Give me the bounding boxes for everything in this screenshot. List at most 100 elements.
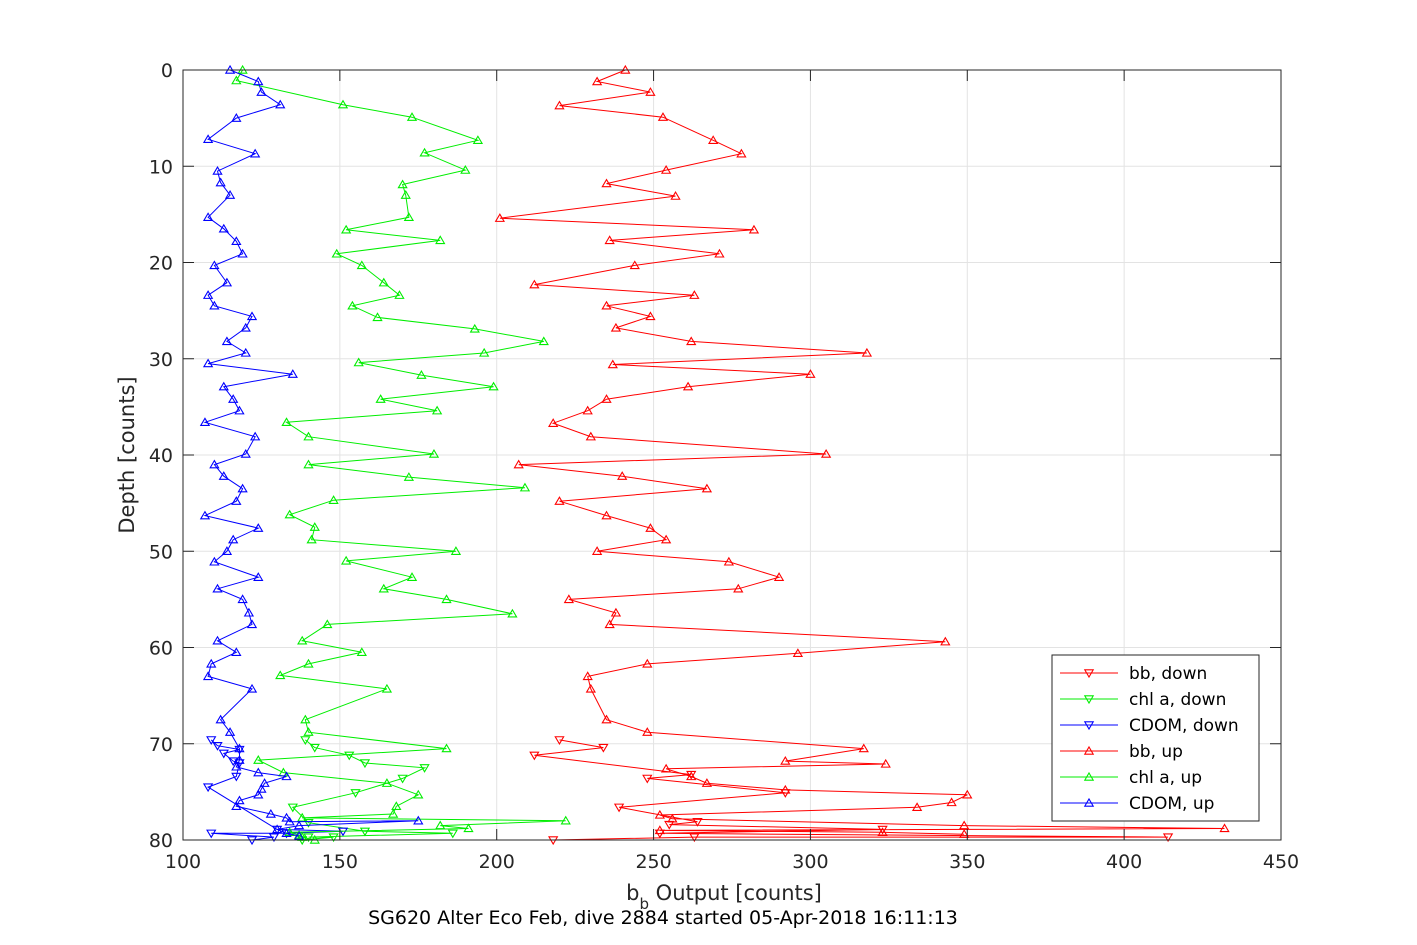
data-point xyxy=(591,546,603,555)
data-point xyxy=(585,431,596,441)
series-chl-a-up xyxy=(231,64,571,844)
data-point xyxy=(297,812,308,822)
data-point xyxy=(253,523,264,532)
data-point xyxy=(240,322,251,332)
legend-box xyxy=(1051,654,1260,822)
data-point xyxy=(877,827,888,836)
data-point xyxy=(237,594,248,604)
data-point xyxy=(249,148,261,158)
data-point xyxy=(234,755,245,764)
data-point xyxy=(629,260,640,270)
data-point xyxy=(460,165,471,174)
data-point xyxy=(554,736,565,745)
data-point xyxy=(202,671,214,681)
legend-marker xyxy=(1083,721,1095,731)
data-point xyxy=(206,829,217,839)
data-point xyxy=(249,431,261,441)
data-point xyxy=(748,224,760,234)
x-tick-label: 450 xyxy=(1263,851,1299,873)
data-point xyxy=(234,795,245,805)
data-point xyxy=(416,370,427,379)
y-tick-label: 60 xyxy=(149,638,173,660)
data-point xyxy=(275,670,286,680)
data-point xyxy=(281,771,292,781)
series-cdom-up xyxy=(199,64,424,840)
data-point xyxy=(479,347,490,357)
data-point xyxy=(340,224,352,234)
data-point xyxy=(246,683,258,693)
data-point xyxy=(714,248,725,258)
data-point xyxy=(199,417,211,426)
data-point xyxy=(733,583,744,593)
data-point xyxy=(372,312,383,322)
data-point xyxy=(488,381,499,391)
data-point xyxy=(209,260,220,270)
data-point xyxy=(560,815,571,825)
data-point xyxy=(209,459,220,469)
series-line xyxy=(291,739,453,841)
data-point xyxy=(805,369,816,378)
data-point xyxy=(322,619,333,629)
x-tick-label: 100 xyxy=(165,851,201,873)
data-point xyxy=(861,347,873,357)
series-line xyxy=(499,69,1225,835)
data-point xyxy=(234,745,245,755)
data-point xyxy=(231,772,242,782)
data-point xyxy=(670,191,681,200)
data-point xyxy=(212,741,223,751)
data-point xyxy=(469,323,480,333)
data-point xyxy=(287,369,298,378)
data-point xyxy=(1162,833,1174,843)
data-point xyxy=(604,619,615,629)
data-point xyxy=(218,381,229,391)
data-point xyxy=(284,816,295,826)
data-point xyxy=(642,658,653,668)
data-point xyxy=(880,758,891,768)
data-point xyxy=(231,647,242,657)
data-point xyxy=(548,418,559,427)
data-point xyxy=(350,789,361,798)
data-point xyxy=(413,789,424,799)
data-point xyxy=(300,714,311,724)
data-point xyxy=(538,336,549,346)
data-point xyxy=(391,801,402,811)
data-point xyxy=(381,683,393,693)
data-point xyxy=(645,523,656,532)
data-point xyxy=(378,277,389,287)
data-point xyxy=(394,290,405,299)
data-point xyxy=(911,802,923,811)
data-point xyxy=(231,113,242,122)
data-point xyxy=(347,300,358,310)
data-point xyxy=(303,727,314,736)
data-point xyxy=(297,635,308,645)
data-point xyxy=(275,99,286,109)
data-point xyxy=(773,572,785,581)
data-point xyxy=(958,820,970,830)
data-point xyxy=(253,789,264,799)
data-point xyxy=(692,818,703,827)
data-point xyxy=(221,336,233,346)
data-point xyxy=(660,763,672,773)
data-point xyxy=(356,647,367,657)
data-point xyxy=(519,482,531,492)
data-point xyxy=(287,803,298,813)
data-point xyxy=(447,829,458,839)
legend-label: chl a, down xyxy=(1129,690,1226,710)
data-point xyxy=(224,727,236,736)
data-point xyxy=(406,112,418,121)
data-point xyxy=(582,671,593,681)
data-point xyxy=(613,803,625,813)
data-point xyxy=(344,751,355,761)
data-point xyxy=(381,778,393,787)
data-point xyxy=(654,809,666,819)
data-point xyxy=(328,495,339,504)
data-point xyxy=(378,583,389,593)
data-point xyxy=(689,833,700,843)
series-line xyxy=(235,69,566,841)
data-point xyxy=(328,833,339,843)
data-point xyxy=(356,260,367,270)
data-point xyxy=(736,148,747,158)
data-point xyxy=(582,405,593,415)
data-point xyxy=(303,818,314,828)
